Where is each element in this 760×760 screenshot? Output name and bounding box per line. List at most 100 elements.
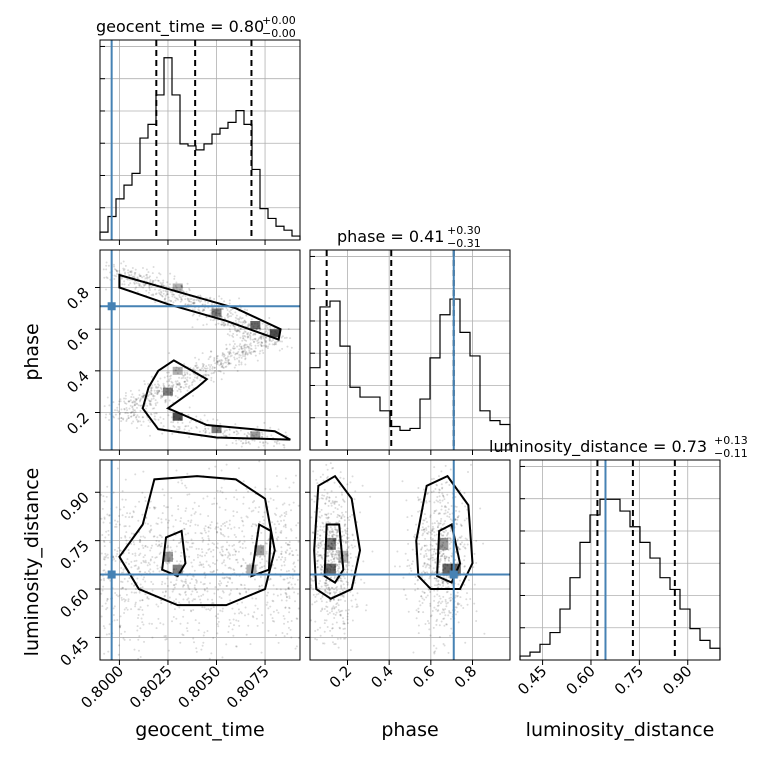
scatter-point (194, 373, 197, 376)
scatter-point (432, 490, 435, 493)
scatter-point (144, 580, 147, 583)
scatter-point (149, 421, 152, 424)
scatter-point (228, 362, 231, 365)
scatter-point (454, 613, 457, 616)
scatter-point (439, 501, 442, 504)
scatter-point (227, 351, 230, 354)
scatter-point (237, 620, 240, 623)
density-cell (250, 431, 261, 440)
scatter-point (431, 528, 434, 531)
scatter-point (319, 516, 322, 519)
scatter-point (191, 507, 194, 510)
scatter-point (234, 319, 237, 322)
scatter-point (212, 548, 215, 551)
scatter-point (175, 286, 178, 289)
scatter-point (220, 582, 223, 585)
scatter-point (242, 321, 245, 324)
scatter-point (191, 599, 194, 602)
scatter-point (285, 595, 288, 598)
scatter-point (233, 347, 236, 350)
scatter-point (213, 366, 216, 369)
scatter-point (436, 610, 439, 613)
scatter-point (421, 526, 424, 529)
scatter-point (277, 536, 280, 539)
density-cell (450, 563, 461, 576)
scatter-point (243, 322, 246, 325)
scatter-point (149, 529, 152, 532)
scatter-point (448, 539, 451, 542)
scatter-point (329, 599, 332, 602)
scatter-point (250, 352, 253, 355)
scatter-point (226, 556, 229, 559)
scatter-point (246, 352, 249, 355)
scatter-point (320, 571, 323, 574)
scatter-point (103, 652, 106, 655)
scatter-point (349, 649, 352, 652)
scatter-point (233, 358, 236, 361)
scatter-point (165, 293, 168, 296)
scatter-point (258, 585, 261, 588)
scatter-point (161, 395, 164, 398)
scatter-point (315, 638, 318, 641)
scatter-point (331, 535, 334, 538)
scatter-point (430, 538, 433, 541)
scatter-point (419, 498, 422, 501)
scatter-point (322, 547, 325, 550)
scatter-point (169, 546, 172, 549)
scatter-point (337, 646, 340, 649)
scatter-point (196, 553, 199, 556)
scatter-point (164, 634, 167, 637)
scatter-point (475, 610, 478, 613)
scatter-point (439, 522, 442, 525)
scatter-point (450, 627, 453, 630)
scatter-point (104, 571, 107, 574)
scatter-point (146, 564, 149, 567)
scatter-point (103, 540, 106, 543)
scatter-point (167, 559, 170, 562)
scatter-point (141, 544, 144, 547)
scatter-point (204, 428, 207, 431)
scatter-point (166, 371, 169, 374)
scatter-point (202, 309, 205, 312)
scatter-point (242, 502, 245, 505)
scatter-point (440, 483, 443, 486)
scatter-point (132, 408, 135, 411)
scatter-point (207, 514, 210, 517)
scatter-point (155, 276, 158, 279)
scatter-point (125, 539, 128, 542)
scatter-point (163, 494, 166, 497)
scatter-point (319, 534, 322, 537)
scatter-point (156, 567, 159, 570)
scatter-point (272, 610, 275, 613)
truth-marker (449, 570, 458, 579)
scatter-point (184, 510, 187, 513)
scatter-point (247, 613, 250, 616)
scatter-point (209, 570, 212, 573)
scatter-point (347, 545, 350, 548)
scatter-point (155, 556, 158, 559)
scatter-point (122, 260, 125, 263)
scatter-point (246, 325, 249, 328)
scatter-point (178, 592, 181, 595)
scatter-point (240, 584, 243, 587)
scatter-point (227, 527, 230, 530)
title-phase: phase = 0.41 +0.30 −0.31 (337, 224, 481, 250)
scatter-point (319, 541, 322, 544)
scatter-point (140, 404, 143, 407)
scatter-point (442, 549, 445, 552)
scatter-point (324, 502, 327, 505)
scatter-point (319, 563, 322, 566)
scatter-point (321, 642, 324, 645)
scatter-point (137, 566, 140, 569)
scatter-point (451, 555, 454, 558)
scatter-point (228, 427, 231, 430)
scatter-point (122, 571, 125, 574)
scatter-point (425, 520, 428, 523)
scatter-point (343, 637, 346, 640)
scatter-point (254, 344, 257, 347)
scatter-point (297, 607, 300, 610)
scatter-point (233, 327, 236, 330)
scatter-point (160, 583, 163, 586)
scatter-point (410, 562, 413, 565)
scatter-point (259, 550, 262, 553)
